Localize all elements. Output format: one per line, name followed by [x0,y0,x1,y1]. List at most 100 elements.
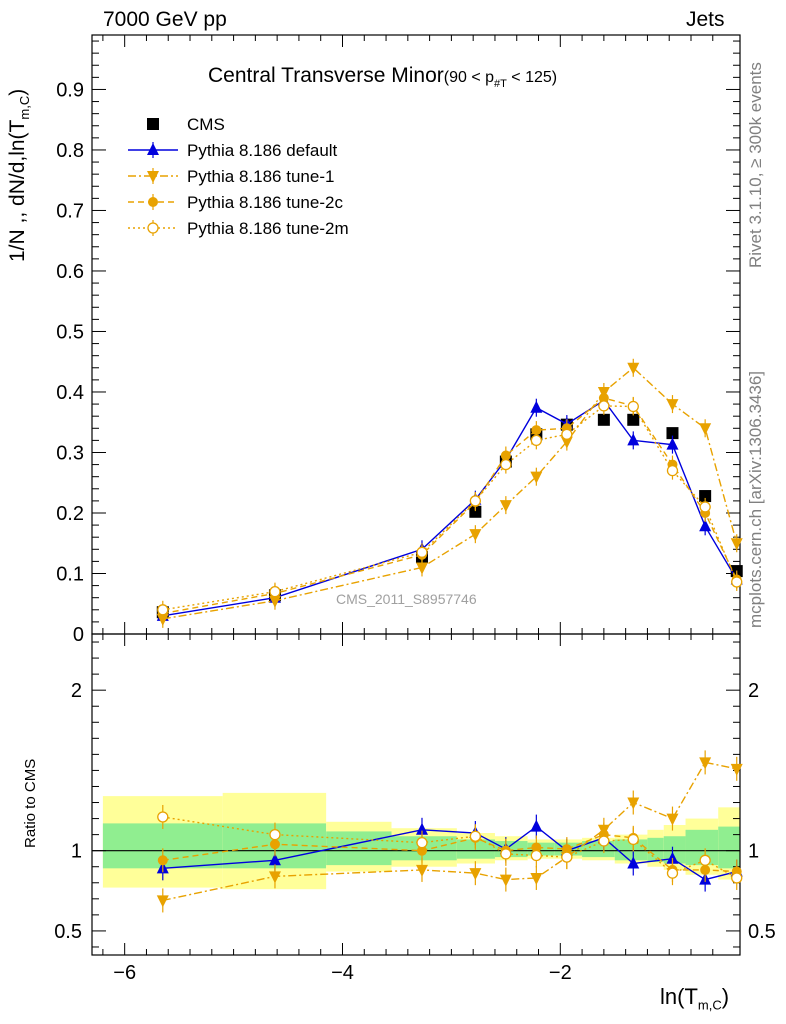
series-4 [157,396,743,890]
series-point-main-4-5 [530,434,542,447]
series-point-main-4-7 [598,400,610,412]
series-point-main-0-3 [469,505,482,518]
y-tick-label-main-2: 0.2 [56,503,84,525]
band-inner-13 [718,826,740,869]
x-axis-label-end: ) [721,984,730,1009]
series-point-main-3-5 [531,425,542,436]
series-point-ratio-4-1 [269,828,281,841]
series-point-ratio-4-2 [416,837,428,849]
series-point-main-4-0 [157,604,169,616]
y-tick-label-main-6: 0.6 [56,261,84,283]
series-point-ratio-2-9 [666,813,679,826]
series-line-ratio-1 [162,825,737,881]
x-tick-label-2: −2 [549,962,572,984]
series-0 [156,413,743,619]
y-tick-label-ratio-right-1: 1 [748,841,759,863]
series-point-ratio-2-4 [499,874,512,887]
series-point-ratio-3-0 [157,855,168,866]
series-point-main-4-2 [416,546,428,558]
series-point-main-1-5 [530,400,543,413]
chart-title-cut-sub: #T [494,78,507,91]
series-point-main-0-9 [666,427,679,440]
series-point-main-2-4 [499,500,512,513]
header-right: Jets [686,8,725,31]
legend-label-0: CMS [187,115,225,134]
series-point-main-4-3 [469,495,482,507]
series-line-main-2 [162,366,738,620]
series-point-ratio-2-1 [268,871,281,884]
series-line-main-1 [162,399,738,617]
ratio-panel-frame [91,633,741,956]
series-point-main-2-2 [415,562,428,575]
series-point-main-2-8 [627,362,640,375]
series-point-ratio-1-9 [666,851,679,864]
series-point-main-2-10 [699,423,712,436]
y-axis-label-main-sub: m,C [17,95,33,120]
y-tick-label-main-3: 0.3 [56,442,84,464]
x-axis-label: ln(Tm,C) [660,984,729,1012]
series-point-ratio-2-11 [730,763,743,776]
series-point-ratio-4-0 [157,811,169,823]
band-inner-10 [647,837,664,862]
y-axis-label-main-end: ) [6,88,29,96]
series-line-main-4 [162,405,738,611]
series-point-main-4-1 [269,585,281,598]
header-left: 7000 GeV pp [103,8,227,31]
series-point-main-4-11 [731,576,743,588]
series-point-ratio-2-2 [415,864,428,877]
legend-label-1: Pythia 8.186 default [187,141,338,160]
y-tick-label-ratio-right-0: 0.5 [748,921,776,943]
series-point-ratio-4-9 [666,867,679,879]
series-point-main-4-6 [561,428,573,440]
y-axis-label-main: 1/N ,, dN/d,ln(Tm,C) [6,89,32,262]
series-point-ratio-4-4 [500,848,512,860]
legend: CMS Pythia 8.186 default Pythia 8.186 tune… [128,115,349,238]
series-line-ratio-2 [162,761,737,902]
legend-marker-2 [147,171,159,183]
chart-title-main: Central Transverse Minor [208,64,444,87]
series-point-ratio-1-5 [530,819,543,832]
series-point-ratio-2-5 [530,872,543,885]
series-point-ratio-4-3 [469,830,482,842]
series-point-ratio-2-0 [156,895,169,908]
series-line-main-3 [162,397,738,615]
x-axis-label-text: ln(T [660,984,698,1009]
y-tick-label-ratio-left-2: 2 [71,680,82,702]
series-point-ratio-1-8 [627,856,640,869]
x-axis-label-sub: m,C [697,997,722,1013]
series-point-main-1-10 [699,519,712,532]
legend-label-3: Pythia 8.186 tune-2c [187,193,343,212]
series-point-main-2-5 [530,471,543,484]
series-point-main-0-10 [699,490,712,503]
band-inner-2 [326,831,392,866]
watermark: CMS_2011_S8957746 [336,591,477,607]
mcplots-label: mcplots.cern.ch [arXiv:1306.3436] [746,370,765,628]
y-tick-label-ratio-left-1: 1 [71,841,82,863]
series-point-main-3-4 [500,450,511,461]
series-point-ratio-4-11 [731,872,743,884]
y-axis-label-ratio: Ratio to CMS [22,758,39,848]
series-point-main-1-8 [627,433,640,446]
rivet-label: Rivet 3.1.10, ≥ 300k events [746,62,765,268]
series-point-main-4-9 [666,464,679,477]
y-axis-label-main-text: 1/N ,, dN/d,ln(T [6,119,29,262]
series-point-ratio-1-1 [268,853,281,866]
series-line-ratio-4 [162,816,738,879]
series-point-ratio-4-5 [530,849,542,862]
chart-title: Central Transverse Minor(90 < p#T < 125) [208,64,557,90]
series-point-main-0-7 [597,413,610,426]
series-point-ratio-4-6 [561,851,573,863]
series-point-ratio-2-8 [627,797,640,810]
series-point-main-1-9 [666,437,679,450]
x-tick-label-0: −6 [113,962,136,984]
series-point-ratio-4-7 [598,835,610,847]
series-point-main-0-8 [627,413,640,426]
series-point-ratio-1-2 [415,822,428,835]
y-tick-label-main-8: 0.8 [56,140,84,162]
chart-title-cut-end: < 125) [506,69,558,86]
series-point-main-2-3 [469,529,482,542]
y-tick-label-main-7: 0.7 [56,200,84,222]
series-point-main-2-11 [730,538,743,551]
legend-marker-3 [148,197,158,207]
